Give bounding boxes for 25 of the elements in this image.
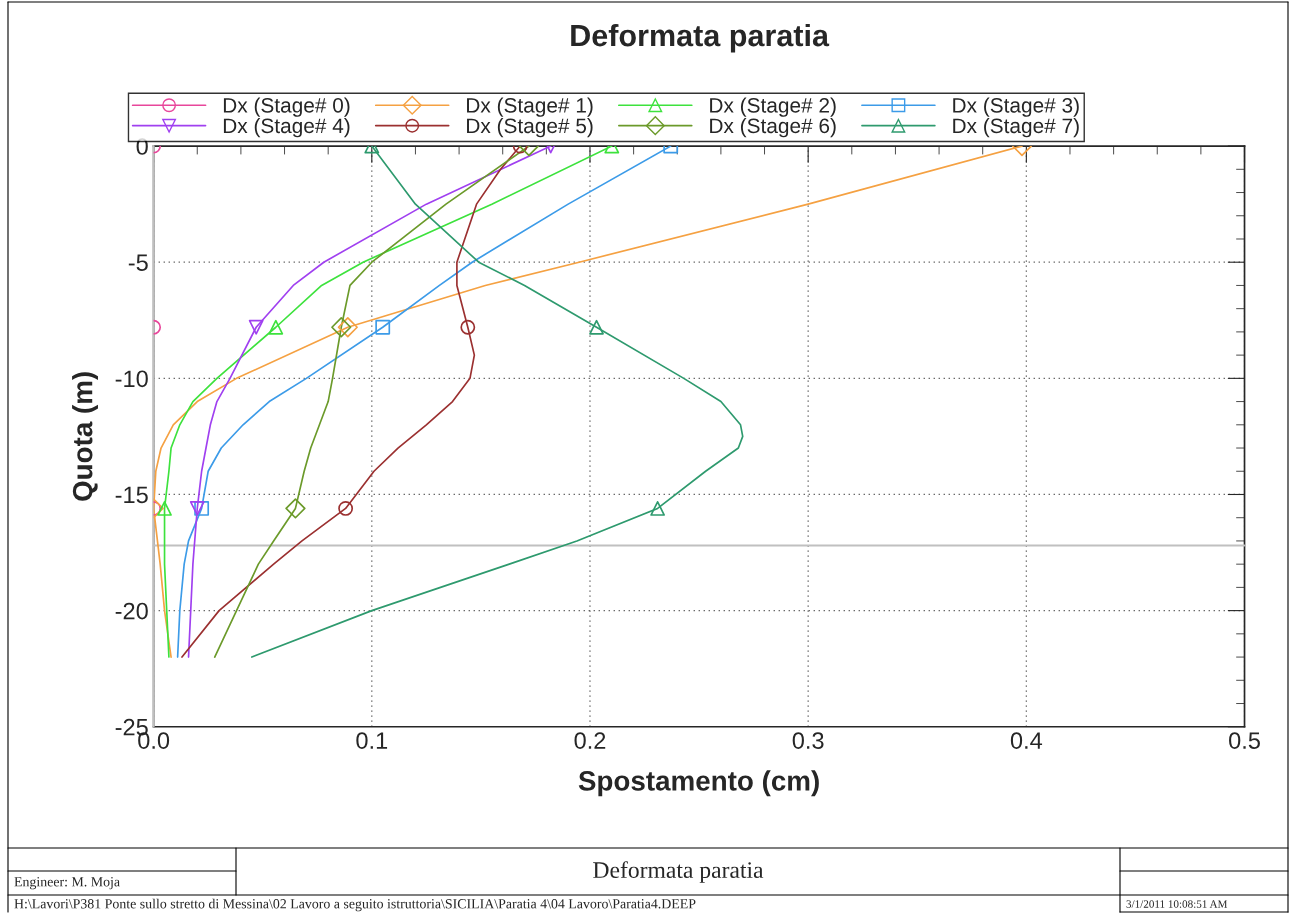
legend-label: Dx (Stage# 5)	[467, 117, 593, 138]
x-tick-label: 0.5	[1229, 732, 1260, 749]
x-tick-label: 0.1	[356, 732, 388, 749]
x-tick-label: 0.2	[574, 732, 606, 749]
legend-label: Dx (Stage# 3)	[953, 97, 1079, 117]
legend-label: Dx (Stage# 6)	[710, 117, 836, 138]
legend-label: Dx (Stage# 1)	[467, 97, 593, 117]
x-tick-label: 0.3	[792, 732, 824, 749]
y-tick-label: -5	[128, 254, 148, 271]
text: 3/1/2011 10:08:51 AM	[1126, 900, 1228, 908]
y-tick-label: -20	[115, 602, 148, 620]
legend-label: Dx (Stage# 7)	[953, 117, 1079, 138]
y-tick-label: -10	[115, 370, 148, 388]
legend-label: Dx (Stage# 0)	[223, 97, 350, 117]
y-tick-label: 0	[136, 138, 148, 155]
text: Engineer: M. Moja	[14, 877, 120, 890]
chart-title: Deformata paratia	[571, 23, 830, 53]
text: Deformata paratia	[593, 861, 764, 883]
legend-label: Dx (Stage# 4)	[223, 117, 350, 138]
y-tick-label: -15	[115, 486, 148, 504]
y-axis-title: Quota (m)	[72, 372, 98, 501]
text: H:\Lavori\P381 Ponte sullo stretto di Messina\02 Lavoro a seguito istruttoria\SICILIA\Paratia 4\04 Lavoro\Paratia4.DEEP	[14, 898, 696, 912]
x-tick-label: 0.4	[1010, 732, 1043, 749]
legend-label: Dx (Stage# 2)	[710, 97, 836, 117]
x-axis-title: Spostamento (cm)	[578, 770, 819, 797]
